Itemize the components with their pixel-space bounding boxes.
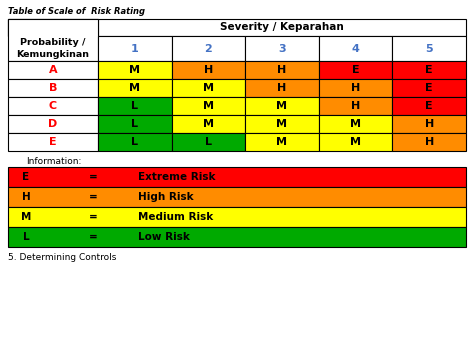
Text: M: M [203, 119, 214, 129]
Text: D: D [48, 119, 58, 129]
Bar [392, 115, 466, 133]
Text: Extreme Risk: Extreme Risk [138, 172, 216, 182]
Text: Probability /
Kemungkinan: Probability / Kemungkinan [17, 38, 90, 59]
Bar [245, 61, 319, 79]
Bar [245, 97, 319, 115]
Text: B: B [49, 83, 57, 93]
Text: M: M [203, 83, 214, 93]
Text: =: = [89, 232, 97, 242]
Bar [245, 115, 319, 133]
Text: C: C [49, 101, 57, 111]
Text: Severity / Keparahan: Severity / Keparahan [220, 23, 344, 33]
Text: L: L [23, 232, 29, 242]
Bar [319, 97, 392, 115]
Text: 4: 4 [352, 44, 360, 53]
Bar [8, 79, 98, 97]
Text: L: L [131, 119, 138, 129]
Text: Table of Scale of  Risk Rating: Table of Scale of Risk Rating [8, 7, 145, 16]
Text: H: H [351, 101, 360, 111]
Bar [8, 19, 98, 61]
Text: H: H [204, 65, 213, 75]
Bar [98, 79, 172, 97]
Bar [8, 97, 98, 115]
Bar [8, 167, 466, 187]
Text: M: M [350, 137, 361, 147]
Bar [172, 115, 245, 133]
Text: L: L [131, 101, 138, 111]
Bar [172, 133, 245, 151]
Bar [8, 19, 466, 36]
Bar [8, 187, 466, 207]
Bar [98, 133, 172, 151]
Bar [172, 79, 245, 97]
Bar [8, 227, 466, 247]
Text: E: E [425, 83, 433, 93]
Bar [98, 36, 172, 61]
Text: M: M [350, 119, 361, 129]
Bar [98, 115, 172, 133]
Text: 5: 5 [425, 44, 433, 53]
Text: =: = [89, 212, 97, 222]
Text: E: E [425, 65, 433, 75]
Bar [392, 36, 466, 61]
Text: L: L [131, 137, 138, 147]
Bar [319, 133, 392, 151]
Bar [392, 61, 466, 79]
Text: Low Risk: Low Risk [138, 232, 190, 242]
Bar [98, 61, 172, 79]
Text: H: H [277, 83, 287, 93]
Bar [392, 97, 466, 115]
Bar [319, 115, 392, 133]
Text: E: E [352, 65, 359, 75]
Bar [245, 79, 319, 97]
Text: M: M [276, 101, 288, 111]
Text: H: H [425, 119, 434, 129]
Text: M: M [21, 212, 31, 222]
Bar [8, 133, 98, 151]
Text: M: M [129, 83, 140, 93]
Bar [172, 97, 245, 115]
Text: A: A [49, 65, 57, 75]
Bar [8, 61, 98, 79]
Bar [392, 79, 466, 97]
Text: =: = [89, 172, 97, 182]
Text: 1: 1 [131, 44, 139, 53]
Text: 2: 2 [204, 44, 212, 53]
Bar [245, 133, 319, 151]
Bar [245, 36, 319, 61]
Text: 5. Determining Controls: 5. Determining Controls [8, 253, 117, 262]
Text: M: M [129, 65, 140, 75]
Text: High Risk: High Risk [138, 192, 193, 202]
Bar [8, 115, 98, 133]
Text: Information:: Information: [26, 157, 82, 166]
Text: =: = [89, 192, 97, 202]
Text: 3: 3 [278, 44, 286, 53]
Text: M: M [276, 119, 288, 129]
Text: H: H [277, 65, 287, 75]
Text: M: M [203, 101, 214, 111]
Bar [172, 36, 245, 61]
Text: L: L [205, 137, 212, 147]
Text: E: E [22, 172, 29, 182]
Text: H: H [425, 137, 434, 147]
Bar [8, 207, 466, 227]
Bar [8, 19, 98, 36]
Text: M: M [276, 137, 288, 147]
Bar [392, 133, 466, 151]
Text: H: H [22, 192, 30, 202]
Text: E: E [49, 137, 57, 147]
Text: Medium Risk: Medium Risk [138, 212, 213, 222]
Bar [172, 61, 245, 79]
Text: E: E [425, 101, 433, 111]
Bar [98, 97, 172, 115]
Text: H: H [351, 83, 360, 93]
Bar [319, 61, 392, 79]
Bar [319, 79, 392, 97]
Bar [319, 36, 392, 61]
